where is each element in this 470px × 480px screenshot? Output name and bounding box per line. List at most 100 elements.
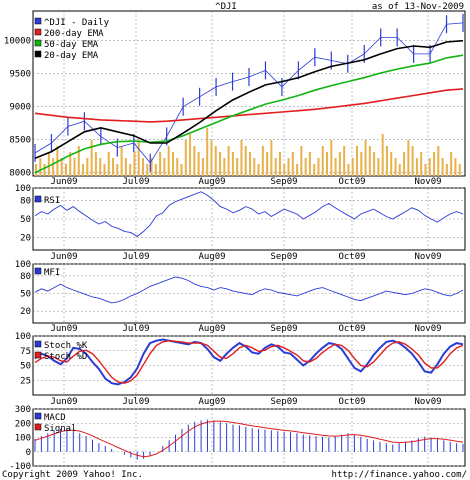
x-tick-label: Jul09	[122, 397, 149, 407]
legend-label: 200-day EMA	[44, 29, 104, 39]
y-tick-label: 8000	[9, 169, 31, 179]
volume-bar	[278, 152, 281, 176]
symbol-title: ^DJI	[215, 2, 237, 12]
volume-bar	[321, 146, 324, 176]
volume-bar	[39, 158, 42, 176]
volume-bar	[377, 158, 380, 176]
volume-bar	[43, 164, 46, 176]
volume-bar	[326, 152, 329, 176]
volume-bar	[90, 140, 93, 176]
volume-bar	[107, 152, 110, 176]
volume-bar	[458, 164, 461, 176]
volume-bar	[167, 146, 170, 176]
volume-bar	[69, 152, 72, 176]
x-tick-label: Aug09	[198, 177, 225, 187]
y-tick-label: 80	[20, 196, 31, 206]
x-tick-label: Nov09	[414, 177, 441, 187]
rsi-line	[34, 191, 464, 237]
x-tick-labels: Jun09 Jul09 Aug09 Sep09 Oct09 Nov09 Jun09 Jul09…	[50, 177, 441, 407]
legend-swatch	[34, 17, 42, 25]
x-tick-label: Jun09	[50, 324, 77, 334]
legend-swatch	[34, 412, 42, 420]
volume-bar	[300, 146, 303, 176]
stoch-series	[34, 338, 464, 386]
y-tick-label: 20	[20, 307, 31, 317]
x-tick-label: Oct09	[338, 397, 365, 407]
y-tick-label: -100	[9, 462, 31, 472]
volume-bar	[257, 164, 260, 176]
volume-bar	[184, 140, 187, 176]
legend-label: MACD	[44, 413, 66, 423]
y-tick-label: 50	[20, 215, 31, 225]
volume-bar	[373, 152, 376, 176]
volume-bar	[150, 158, 153, 176]
legend-label: MFI	[44, 268, 60, 278]
volume-bar	[47, 152, 50, 176]
volume-bar	[86, 158, 89, 176]
legend-swatch	[34, 340, 42, 348]
x-tick-label: Nov09	[414, 324, 441, 334]
mfi-line	[34, 276, 464, 304]
volume-bar	[338, 152, 341, 176]
gridlines	[33, 11, 465, 467]
volume-bar	[99, 158, 102, 176]
y-tick-label: 9000	[9, 103, 31, 113]
volume-bar	[381, 134, 384, 176]
stoch-k-line	[34, 338, 464, 386]
volume-bar	[287, 158, 290, 176]
volume-bar	[146, 164, 149, 176]
volume-bar	[171, 152, 174, 176]
volume-bar	[441, 158, 444, 176]
y-tick-label: 8500	[9, 136, 31, 146]
price-line	[34, 22, 464, 164]
volume-bar	[385, 146, 388, 176]
volume-bar	[428, 158, 431, 176]
legend-label: Stoch %D	[44, 352, 87, 362]
ema-line-2	[34, 54, 464, 174]
x-tick-label: Aug09	[198, 324, 225, 334]
y-tick-label: 25	[20, 376, 31, 386]
volume-bar	[415, 158, 418, 176]
copyright-text: Copyright 2009 Yahoo! Inc.	[2, 470, 143, 480]
x-tick-label: Jun09	[50, 397, 77, 407]
x-tick-label: Sep09	[270, 177, 297, 187]
volume-bar	[253, 158, 256, 176]
volume-bar	[283, 164, 286, 176]
volume-bar	[445, 164, 448, 176]
legend-label: 20-day EMA	[44, 51, 99, 61]
volume-bar	[351, 158, 354, 176]
volume-bar	[236, 158, 239, 176]
x-tick-label: Oct09	[338, 252, 365, 262]
x-tick-label: Oct09	[338, 324, 365, 334]
volume-bar	[35, 164, 37, 176]
volume-bar	[103, 164, 106, 176]
ema-line-3	[34, 39, 464, 159]
legend-swatch	[34, 50, 42, 58]
volume-bar	[129, 164, 132, 176]
x-tick-label: Aug09	[198, 397, 225, 407]
volume-bar	[223, 158, 226, 176]
volume-bar	[390, 152, 393, 176]
volume-bar	[437, 146, 440, 176]
x-tick-label: Jun09	[50, 177, 77, 187]
legend-swatch	[34, 28, 42, 36]
volume-bar	[77, 146, 80, 176]
volume-bar	[193, 146, 196, 176]
volume-bar	[249, 152, 251, 176]
x-tick-label: Jul09	[122, 177, 149, 187]
volume-bar	[398, 164, 401, 176]
volume-bar	[210, 140, 213, 176]
y-tick-label: 100	[15, 184, 31, 194]
y-tick-label: 100	[15, 434, 31, 444]
volume-bar	[261, 146, 264, 176]
volume-bar	[296, 164, 299, 176]
volume-bar	[197, 152, 200, 176]
x-tick-label: Nov09	[414, 252, 441, 262]
x-tick-label: Oct09	[338, 177, 365, 187]
ema-line-1	[34, 88, 464, 123]
volume-bar	[403, 152, 406, 176]
x-tick-label: Sep09	[270, 252, 297, 262]
volume-bar	[73, 158, 76, 176]
x-tick-label: Nov09	[414, 397, 441, 407]
